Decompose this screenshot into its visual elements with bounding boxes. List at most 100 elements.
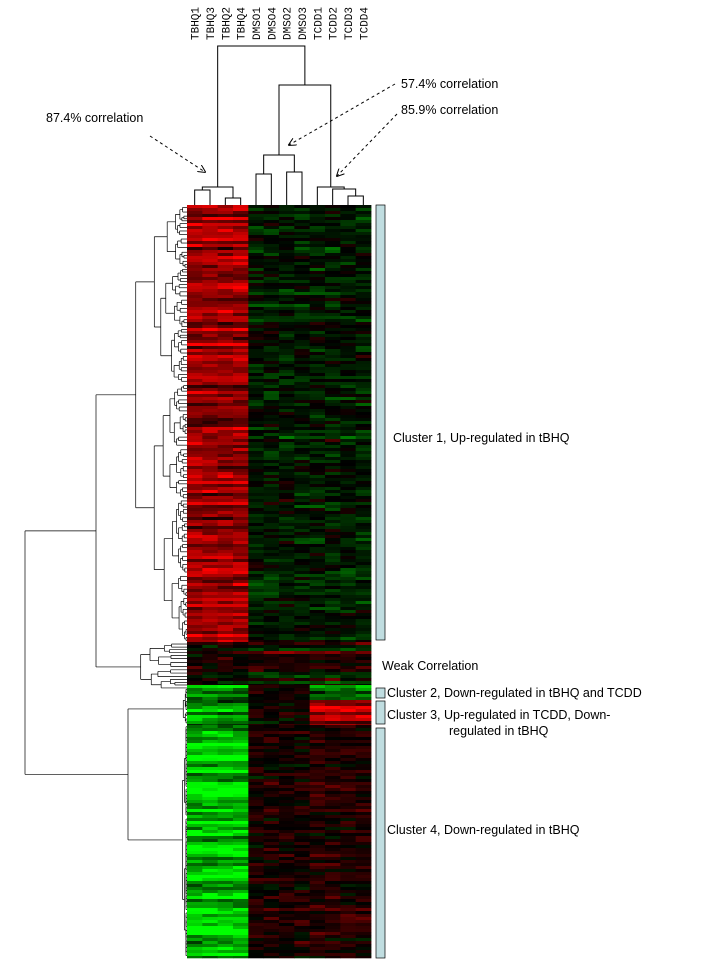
heatmap-cell	[294, 703, 311, 707]
heatmap-cell	[340, 929, 357, 933]
heatmap-cell	[325, 256, 341, 260]
heatmap-cell	[325, 660, 341, 664]
row-dendro-branch	[175, 254, 181, 264]
heatmap-cell	[233, 845, 249, 849]
heatmap-cell	[279, 454, 295, 458]
heatmap-cell	[202, 791, 219, 795]
heatmap-cell	[233, 935, 249, 939]
heatmap-cell	[248, 532, 265, 536]
heatmap-cell	[248, 451, 265, 455]
heatmap-cell	[279, 382, 295, 386]
heatmap-cell	[325, 800, 341, 804]
heatmap-cell	[325, 397, 341, 401]
heatmap-cell	[263, 604, 280, 608]
heatmap-cell	[202, 938, 219, 942]
heatmap-cell	[294, 289, 311, 293]
heatmap-cell	[263, 944, 280, 948]
heatmap-cell	[309, 427, 326, 431]
heatmap-cell	[309, 433, 326, 437]
heatmap-cell	[279, 604, 295, 608]
heatmap-cell	[340, 484, 357, 488]
heatmap-cell	[263, 920, 280, 924]
heatmap-cell	[309, 863, 326, 867]
heatmap-cell	[202, 322, 219, 326]
heatmap-cell	[279, 451, 295, 455]
heatmap-cell	[202, 469, 219, 473]
heatmap-cell	[355, 406, 372, 410]
heatmap-cell	[294, 541, 311, 545]
heatmap-cell	[340, 412, 357, 416]
heatmap-cell	[325, 322, 341, 326]
heatmap-cell	[187, 460, 203, 464]
heatmap-cell	[355, 310, 372, 314]
heatmap-cell	[233, 274, 249, 278]
heatmap-cell	[340, 292, 357, 296]
heatmap-cell	[248, 663, 265, 667]
heatmap-cell	[340, 824, 357, 828]
heatmap-cell	[340, 322, 357, 326]
heatmap-cell	[279, 586, 295, 590]
heatmap-cell	[263, 271, 280, 275]
heatmap-cell	[325, 391, 341, 395]
heatmap-cell	[202, 908, 219, 912]
heatmap-cell	[279, 851, 295, 855]
heatmap-cell	[263, 663, 280, 667]
heatmap-cell	[279, 331, 295, 335]
heatmap-cell	[217, 391, 234, 395]
heatmap-cell	[279, 460, 295, 464]
heatmap-cell	[248, 672, 265, 676]
heatmap-cell	[187, 364, 203, 368]
heatmap-cell	[294, 310, 311, 314]
heatmap-cell	[309, 337, 326, 341]
heatmap-cell	[325, 875, 341, 879]
heatmap-cell	[294, 520, 311, 524]
heatmap-cell	[233, 535, 249, 539]
row-dendro-branch	[163, 398, 171, 433]
heatmap-cell	[202, 385, 219, 389]
heatmap-cell	[187, 379, 203, 383]
heatmap-cell	[279, 788, 295, 792]
heatmap-cell	[325, 544, 341, 548]
heatmap-cell	[294, 433, 311, 437]
heatmap-cell	[279, 244, 295, 248]
heatmap-cell	[294, 412, 311, 416]
heatmap-cell	[217, 703, 234, 707]
heatmap-cell	[187, 229, 203, 233]
heatmap-cell	[233, 830, 249, 834]
heatmap-cell	[187, 947, 203, 951]
heatmap-cell	[355, 361, 372, 365]
heatmap-cell	[340, 601, 357, 605]
heatmap-cell	[187, 415, 203, 419]
heatmap-cell	[202, 706, 219, 710]
heatmap-cell	[355, 660, 372, 664]
heatmap-cell	[233, 400, 249, 404]
heatmap-cell	[217, 418, 234, 422]
heatmap-cell	[263, 505, 280, 509]
heatmap-cell	[325, 688, 341, 692]
heatmap-cell	[340, 625, 357, 629]
heatmap-cell	[217, 322, 234, 326]
heatmap-cell	[309, 406, 326, 410]
row-dendro-branch	[174, 342, 179, 352]
heatmap-cell	[263, 394, 280, 398]
heatmap-cell	[279, 761, 295, 765]
heatmap-cell	[187, 645, 203, 649]
heatmap-cell	[248, 220, 265, 224]
cluster-bars	[375, 204, 386, 959]
heatmap-cell	[340, 640, 357, 643]
heatmap-cell	[233, 466, 249, 470]
heatmap-cell	[294, 642, 311, 646]
heatmap-cell	[279, 349, 295, 353]
heatmap-cell	[233, 908, 249, 912]
heatmap-cell	[294, 818, 311, 822]
heatmap-cell	[248, 860, 265, 864]
heatmap-cell	[309, 574, 326, 578]
heatmap-cell	[279, 669, 295, 673]
heatmap-cell	[202, 776, 219, 780]
heatmap-cell	[263, 475, 280, 479]
heatmap-cell	[355, 253, 372, 257]
heatmap-cell	[279, 642, 295, 646]
heatmap-cell	[279, 779, 295, 783]
heatmap-cell	[248, 595, 265, 599]
heatmap-cell	[217, 214, 234, 218]
